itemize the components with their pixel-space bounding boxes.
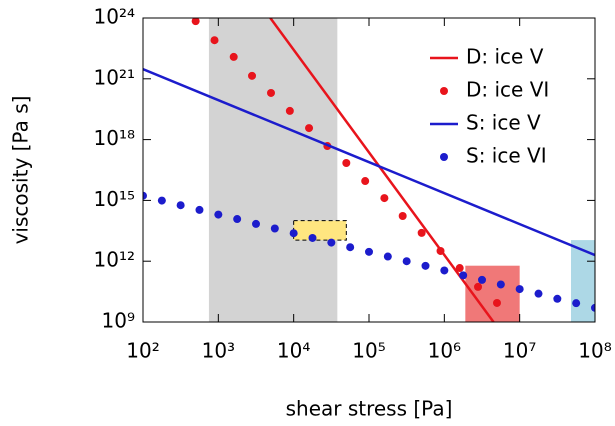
legend-swatch [440, 153, 448, 161]
point [459, 271, 468, 280]
legend-label: S: ice V [466, 111, 541, 135]
point [417, 228, 426, 237]
point [402, 257, 411, 266]
point [474, 282, 483, 291]
y-tick-label: 10¹⁵ [94, 187, 135, 211]
point [496, 280, 505, 289]
point [210, 36, 219, 45]
point [233, 215, 242, 224]
point [176, 201, 185, 210]
point [383, 252, 392, 261]
x-tick-label: 10⁸ [578, 339, 611, 363]
series-line [143, 67, 595, 257]
y-tick-label: 10²⁴ [94, 5, 135, 29]
series-layer [143, 18, 595, 322]
point [143, 191, 147, 200]
point [289, 229, 298, 238]
point [157, 196, 166, 205]
region [208, 18, 338, 322]
point [365, 247, 373, 256]
x-tick-label: 10² [126, 339, 159, 363]
point [440, 266, 449, 275]
point [380, 194, 389, 203]
point [342, 159, 351, 168]
region [293, 220, 347, 241]
point [421, 261, 430, 270]
point [478, 275, 486, 284]
point [229, 52, 238, 61]
point [251, 219, 260, 228]
y-tick-label: 10¹⁸ [94, 126, 135, 150]
y-axis-label: viscosity [Pa s] [9, 96, 33, 245]
point [266, 88, 275, 97]
x-tick-label: 10⁵ [352, 339, 385, 363]
x-tick-label: 10³ [202, 339, 235, 363]
point [591, 303, 595, 312]
point [398, 211, 407, 220]
point [534, 289, 543, 298]
point [248, 71, 257, 80]
point [361, 177, 370, 186]
point [191, 18, 200, 26]
legend-label: D: ice VI [466, 78, 549, 102]
y-tick-label: 10²¹ [94, 65, 135, 89]
legend-label: D: ice V [466, 45, 544, 69]
point [572, 299, 581, 308]
legend-label: S: ice VI [466, 144, 547, 168]
point [214, 210, 223, 219]
point [195, 205, 204, 214]
regions [208, 18, 595, 322]
point [515, 285, 524, 294]
point [285, 106, 294, 115]
x-tick-label: 10⁷ [503, 339, 536, 363]
point [553, 294, 562, 303]
point [305, 124, 314, 133]
legend: D: ice V D: ice VI S: ice V S: ice VI [430, 45, 549, 168]
point [308, 233, 317, 242]
series-line [269, 18, 495, 322]
y-tick-label: 10⁹ [102, 309, 135, 333]
point [327, 238, 336, 247]
point [270, 224, 279, 233]
point [346, 243, 355, 252]
point [492, 298, 501, 307]
x-tick-label: 10⁶ [428, 339, 461, 363]
point [455, 264, 464, 273]
point [436, 246, 445, 255]
legend-swatch [440, 87, 448, 95]
x-axis-label: shear stress [Pa] [286, 397, 453, 421]
x-tick-label: 10⁴ [277, 339, 310, 363]
y-tick-label: 10¹² [94, 248, 135, 272]
axes: 10² 10³ 10⁴ 10⁵ 10⁶ 10⁷ 10⁸ 10⁹ 10¹² 10¹⁵ 10¹⁸ 10²¹… [94, 5, 612, 363]
